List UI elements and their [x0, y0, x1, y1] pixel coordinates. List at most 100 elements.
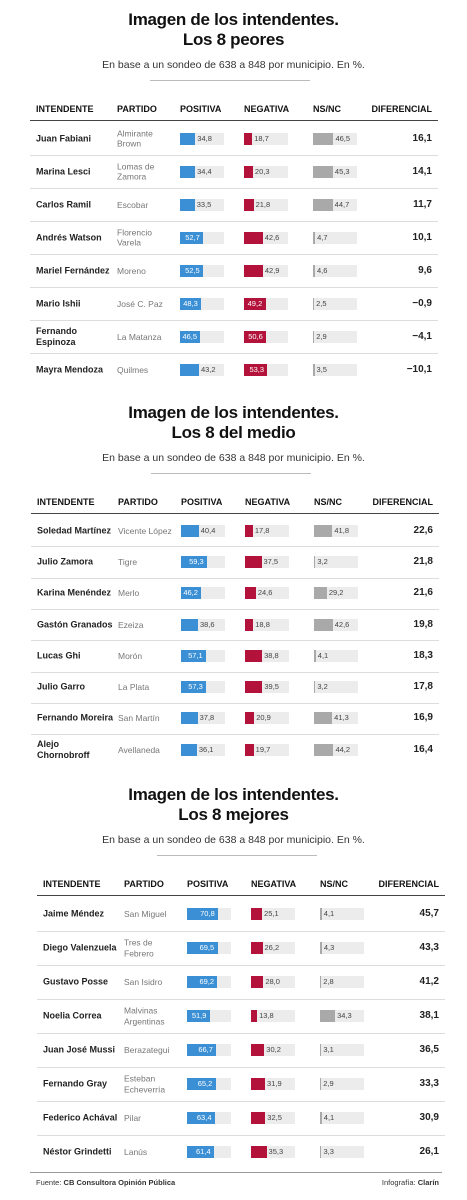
bar-track: 44,7 [313, 198, 357, 211]
bar [244, 231, 263, 244]
bar-track: 52,7 [180, 231, 224, 244]
row-rule [30, 188, 438, 189]
bar-track: 3,5 [313, 363, 357, 376]
value-label: 66,7 [198, 1045, 213, 1054]
differential: 22,6 [413, 524, 433, 536]
value-label: 69,2 [199, 977, 215, 986]
bar-track: 4,1 [320, 908, 364, 920]
credit-name: Clarín [417, 1178, 439, 1187]
bar-track: 70,8 [187, 908, 231, 920]
bar [245, 524, 253, 537]
column-header: DIFERENCIAL [371, 104, 433, 114]
bar-track: 19,7 [245, 743, 289, 756]
bar-track: 57,1 [181, 649, 225, 662]
bar-track: 37,5 [245, 555, 289, 568]
differential: 45,7 [419, 908, 439, 919]
bar [180, 165, 196, 178]
value-label: 43,2 [201, 364, 216, 374]
bar [245, 743, 254, 756]
value-label: 40,4 [200, 525, 216, 535]
bar [181, 681, 207, 694]
row-rule [37, 1101, 445, 1102]
bar-track: 3,1 [320, 1044, 364, 1056]
value-label: 34,4 [197, 166, 212, 176]
bar [244, 165, 253, 178]
bar-track: 2,8 [320, 976, 364, 988]
bar [244, 363, 268, 376]
bar-track: 3,2 [314, 555, 358, 568]
title-line: Los 8 peores [182, 30, 285, 49]
party-name: Tigre [118, 556, 138, 567]
bar [313, 165, 333, 178]
bar-track: 34,4 [180, 165, 224, 178]
bar-track: 48,3 [180, 297, 224, 310]
row-rule [31, 546, 439, 548]
subtitle: En base a un sondeo de 638 a 848 por mun… [102, 452, 365, 464]
mayor-name: Mayra Mendoza [36, 364, 104, 374]
bar-track: 69,2 [187, 976, 231, 988]
row-rule [37, 965, 445, 966]
bar [244, 198, 254, 211]
bar-track: 69,5 [187, 942, 231, 954]
value-label: 36,1 [198, 744, 214, 754]
bar [313, 231, 316, 244]
party-name: Quilmes [117, 364, 149, 375]
bar [251, 942, 263, 954]
mayor-name: Fernando Espinoza [36, 325, 78, 347]
bar-track: 18,7 [244, 132, 288, 145]
row-rule [37, 999, 445, 1000]
bar [320, 1078, 322, 1090]
value-label: 59,3 [189, 556, 204, 566]
value-label: 21,8 [255, 199, 271, 209]
value-label: 28,0 [265, 977, 280, 986]
party-name: La Matanza [117, 331, 162, 342]
differential: 33,3 [419, 1078, 439, 1089]
bar [180, 264, 204, 277]
bar-track: 41,8 [314, 524, 358, 537]
value-label: 45,3 [334, 166, 350, 176]
bar-track: 13,8 [251, 1010, 295, 1022]
bar [245, 649, 263, 662]
party-name: Malvinas Argentinas [124, 1005, 165, 1027]
differential: 16,4 [413, 743, 433, 755]
differential: −10,1 [406, 363, 432, 375]
value-label: 42,6 [334, 619, 350, 629]
value-label: 69,5 [199, 943, 215, 952]
column-header: POSITIVA [187, 879, 229, 889]
value-label: 18,7 [254, 133, 269, 143]
bar [187, 1044, 217, 1056]
row-rule [31, 577, 439, 579]
value-label: 4,1 [317, 650, 329, 660]
party-name: San Isidro [124, 976, 163, 987]
credit: Infografía: Clarín [382, 1178, 439, 1187]
value-label: 38,8 [264, 650, 279, 660]
subtitle: En base a un sondeo de 638 a 848 por mun… [102, 59, 365, 71]
party-name: Escobar [117, 199, 149, 210]
differential: 19,8 [413, 618, 433, 630]
value-label: 49,2 [247, 298, 263, 308]
bar-track: 18,8 [245, 618, 289, 631]
value-label: 24,6 [257, 588, 273, 598]
bar-track: 4,1 [314, 649, 358, 662]
value-label: 42,9 [264, 265, 280, 275]
source: Fuente: CB Consultora Opinión Pública [36, 1178, 175, 1187]
bar [187, 1078, 216, 1090]
bar-track: 33,5 [180, 198, 224, 211]
bar-track: 61,4 [187, 1146, 231, 1158]
differential: 36,5 [419, 1044, 439, 1055]
value-label: 2,5 [316, 298, 327, 308]
value-label: 52,5 [185, 265, 200, 275]
bar [251, 1146, 267, 1158]
bar [181, 555, 208, 568]
value-label: 35,3 [268, 1147, 284, 1156]
mayor-name: Noelia Correa [43, 1010, 102, 1021]
bar-track: 35,3 [251, 1146, 295, 1158]
column-header: PARTIDO [118, 497, 158, 507]
value-label: 41,3 [334, 713, 349, 723]
bar [314, 587, 327, 600]
mayor-name: Juan Fabiani [36, 133, 92, 143]
bar-track: 3,2 [314, 681, 358, 694]
value-label: 3,2 [317, 682, 328, 692]
mayor-name: Juan José Mussi [43, 1044, 116, 1055]
bar-track: 42,6 [314, 618, 358, 631]
